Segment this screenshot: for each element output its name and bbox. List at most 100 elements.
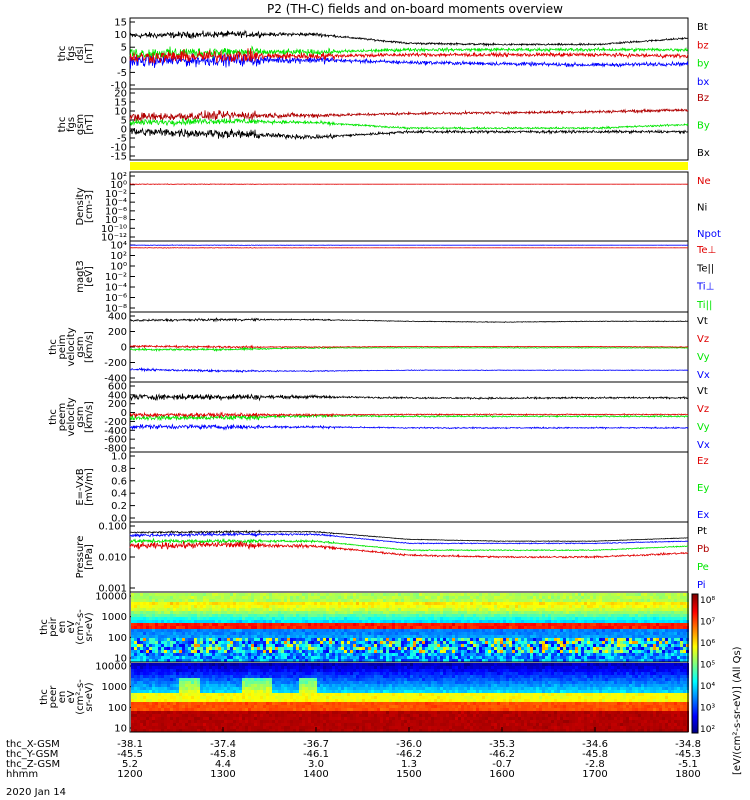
spec-cell — [317, 602, 320, 605]
spec-cell — [518, 596, 521, 599]
spec-cell — [536, 614, 539, 617]
spec-cell — [191, 696, 194, 699]
spec-cell — [629, 617, 632, 620]
spec-cell — [224, 629, 227, 632]
spec-cell — [314, 647, 317, 650]
spec-cell — [209, 647, 212, 650]
spec-cell — [503, 602, 506, 605]
spec-cell — [392, 614, 395, 617]
spec-cell — [557, 632, 560, 635]
spec-cell — [323, 593, 326, 596]
spec-cell — [413, 647, 416, 650]
spec-cell — [188, 605, 191, 608]
spec-cell — [236, 638, 239, 641]
spec-cell — [146, 596, 149, 599]
spec-cell — [599, 617, 602, 620]
spec-cell — [131, 720, 134, 723]
spec-cell — [425, 611, 428, 614]
spec-cell — [344, 632, 347, 635]
spec-cell — [224, 650, 227, 653]
spec-cell — [449, 599, 452, 602]
spec-cell — [650, 629, 653, 632]
spec-cell — [254, 617, 257, 620]
spec-cell — [521, 608, 524, 611]
spec-cell — [179, 644, 182, 647]
spec-cell — [455, 593, 458, 596]
spec-cell — [509, 611, 512, 614]
spec-cell — [512, 632, 515, 635]
spec-cell — [185, 629, 188, 632]
spec-cell — [239, 611, 242, 614]
spec-cell — [143, 623, 146, 626]
spec-cell — [641, 641, 644, 644]
spec-cell — [158, 647, 161, 650]
spec-cell — [566, 620, 569, 623]
spec-cell — [149, 696, 152, 699]
spec-cell — [566, 596, 569, 599]
spec-cell — [158, 672, 161, 675]
spec-cell — [182, 684, 185, 687]
spec-cell — [632, 623, 635, 626]
spec-cell — [323, 611, 326, 614]
spec-cell — [209, 623, 212, 626]
spec-cell — [458, 638, 461, 641]
spec-cell — [638, 617, 641, 620]
spec-cell — [179, 593, 182, 596]
spec-cell — [680, 647, 683, 650]
spec-cell — [413, 656, 416, 659]
spec-cell — [671, 599, 674, 602]
spec-cell — [662, 644, 665, 647]
spec-cell — [416, 599, 419, 602]
spec-cell — [194, 593, 197, 596]
spec-cell — [563, 605, 566, 608]
spec-cell — [353, 635, 356, 638]
spec-cell — [173, 623, 176, 626]
spec-cell — [290, 659, 293, 662]
spec-cell — [482, 614, 485, 617]
spec-cell — [239, 644, 242, 647]
spec-cell — [596, 638, 599, 641]
spec-cell — [548, 635, 551, 638]
spec-cell — [473, 635, 476, 638]
spec-cell — [581, 614, 584, 617]
spec-cell — [470, 602, 473, 605]
spec-cell — [635, 632, 638, 635]
spec-cell — [236, 593, 239, 596]
spec-cell — [494, 626, 497, 629]
spec-cell — [188, 711, 191, 714]
spec-cell — [170, 611, 173, 614]
spec-cell — [281, 629, 284, 632]
spec-cell — [668, 611, 671, 614]
spec-cell — [683, 647, 686, 650]
spec-cell — [257, 617, 260, 620]
spec-cell — [191, 596, 194, 599]
spec-cell — [182, 720, 185, 723]
spec-cell — [293, 632, 296, 635]
spec-cell — [533, 626, 536, 629]
spec-cell — [344, 641, 347, 644]
spec-cell — [167, 678, 170, 681]
spec-cell — [590, 611, 593, 614]
spec-cell — [374, 629, 377, 632]
spec-cell — [539, 638, 542, 641]
spec-cell — [149, 711, 152, 714]
spec-cell — [491, 629, 494, 632]
spec-cell — [209, 617, 212, 620]
spec-cell — [608, 635, 611, 638]
spec-cell — [209, 644, 212, 647]
spec-cell — [308, 644, 311, 647]
spec-cell — [278, 599, 281, 602]
spec-cell — [569, 659, 572, 662]
spec-cell — [332, 641, 335, 644]
spec-cell — [356, 644, 359, 647]
spec-cell — [374, 653, 377, 656]
spec-cell — [626, 611, 629, 614]
spec-cell — [479, 644, 482, 647]
spec-cell — [470, 620, 473, 623]
spec-cell — [215, 593, 218, 596]
spec-cell — [233, 632, 236, 635]
spec-cell — [437, 626, 440, 629]
spec-cell — [425, 629, 428, 632]
ylabel-line: eV — [66, 620, 77, 633]
spec-cell — [179, 711, 182, 714]
